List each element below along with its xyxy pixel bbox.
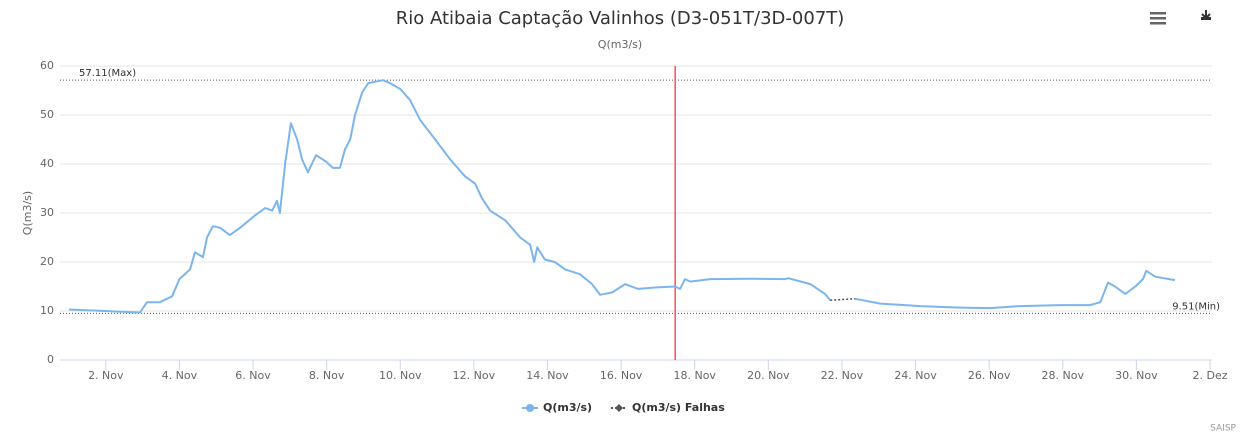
credits: SAISP bbox=[1210, 424, 1236, 434]
x-tick-label: 2. Dez bbox=[1192, 369, 1227, 382]
x-tick-label: 22. Nov bbox=[821, 369, 864, 382]
x-tick-label: 8. Nov bbox=[309, 369, 345, 382]
y-tick-label: 20 bbox=[40, 255, 54, 268]
legend-item[interactable]: Q(m3/s) Falhas bbox=[611, 401, 725, 414]
x-tick-label: 30. Nov bbox=[1115, 369, 1158, 382]
download-button[interactable] bbox=[1201, 10, 1211, 20]
plot-line-label: 57.11(Max) bbox=[79, 68, 136, 79]
y-axis-title: Q(m3/s) bbox=[21, 191, 34, 235]
x-tick-label: 24. Nov bbox=[894, 369, 937, 382]
chart-title: Rio Atibaia Captação Valinhos (D3-051T/3… bbox=[396, 8, 845, 29]
legend-label: Q(m3/s) bbox=[543, 401, 592, 414]
y-tick-label: 0 bbox=[47, 353, 54, 366]
series-line bbox=[855, 269, 1176, 310]
y-tick-label: 50 bbox=[40, 108, 54, 121]
menu-button[interactable] bbox=[1150, 12, 1166, 25]
x-tick-label: 2. Nov bbox=[88, 369, 124, 382]
plot-line-label: 9.51(Min) bbox=[1172, 301, 1220, 312]
x-tick-label: 4. Nov bbox=[162, 369, 198, 382]
x-tick-label: 10. Nov bbox=[379, 369, 422, 382]
x-tick-label: 12. Nov bbox=[453, 369, 496, 382]
x-tick-label: 28. Nov bbox=[1042, 369, 1085, 382]
series-line bbox=[830, 298, 856, 301]
legend-symbol-marker bbox=[615, 404, 623, 412]
y-tick-label: 60 bbox=[40, 59, 54, 72]
y-tick-label: 30 bbox=[40, 206, 54, 219]
x-tick-label: 26. Nov bbox=[968, 369, 1011, 382]
legend-item[interactable]: Q(m3/s) bbox=[522, 401, 592, 414]
legend-symbol-marker bbox=[526, 404, 534, 412]
x-tick-label: 14. Nov bbox=[526, 369, 569, 382]
x-tick-label: 20. Nov bbox=[747, 369, 790, 382]
series-line bbox=[68, 79, 831, 314]
legend-label: Q(m3/s) Falhas bbox=[632, 401, 725, 414]
y-tick-label: 10 bbox=[40, 304, 54, 317]
y-tick-label: 40 bbox=[40, 157, 54, 170]
chart-subtitle: Q(m3/s) bbox=[598, 38, 642, 51]
x-tick-label: 16. Nov bbox=[600, 369, 643, 382]
x-tick-label: 6. Nov bbox=[235, 369, 271, 382]
x-tick-label: 18. Nov bbox=[673, 369, 716, 382]
